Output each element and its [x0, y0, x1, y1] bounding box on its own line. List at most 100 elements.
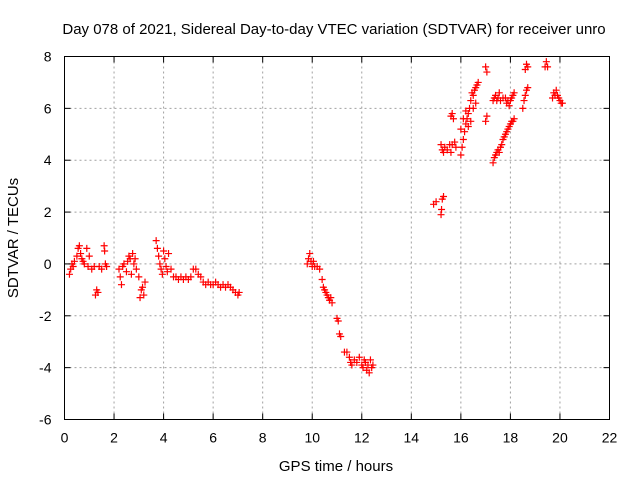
data-point [452, 143, 460, 151]
data-point [69, 263, 77, 271]
data-point [306, 250, 314, 258]
data-point [129, 250, 137, 258]
data-point [85, 252, 93, 260]
x-tick-label: 2 [110, 430, 118, 446]
y-tick-label: -6 [39, 412, 52, 428]
data-point [80, 260, 88, 268]
data-point [457, 125, 465, 133]
axis-ticks [64, 56, 610, 420]
data-point [482, 117, 490, 125]
data-point [443, 146, 451, 154]
data-point [101, 247, 109, 255]
data-point [120, 260, 128, 268]
data-point [498, 141, 506, 149]
data-point [440, 148, 448, 156]
data-point [155, 252, 163, 260]
data-point [459, 135, 467, 143]
data-point [464, 123, 472, 131]
data-point [459, 115, 467, 123]
data-point [152, 237, 160, 245]
chart-title: Day 078 of 2021, Sidereal Day-to-day VTE… [62, 21, 605, 38]
data-point [327, 294, 335, 302]
data-point [165, 250, 173, 258]
data-point [448, 110, 456, 118]
data-point [135, 273, 143, 281]
grid [64, 56, 610, 420]
data-point [524, 84, 532, 92]
data-point [122, 268, 130, 276]
data-point [461, 128, 469, 136]
data-point [167, 265, 175, 273]
data-point [482, 63, 490, 71]
data-point [521, 91, 529, 99]
data-point [141, 278, 149, 286]
data-point [348, 361, 356, 369]
data-point [369, 361, 377, 369]
y-axis-label: SDTVAR / TECUs [5, 178, 22, 298]
data-point [83, 244, 91, 252]
data-point [544, 63, 552, 71]
x-tick-label: 20 [552, 430, 568, 446]
data-point [343, 348, 351, 356]
y-tick-label: 2 [44, 204, 52, 220]
data-point [115, 265, 123, 273]
data-point [187, 273, 195, 281]
data-point [489, 159, 497, 167]
data-point [438, 205, 446, 213]
data-point [457, 151, 465, 159]
data-point [73, 252, 81, 260]
x-tick-label: 8 [259, 430, 267, 446]
data-point [355, 353, 363, 361]
data-point [495, 89, 503, 97]
y-tick-label: -4 [39, 360, 52, 376]
data-point [474, 78, 482, 86]
x-axis-label: GPS time / hours [279, 458, 393, 475]
data-point [117, 281, 125, 289]
data-point [462, 107, 470, 115]
data-point [158, 270, 166, 278]
data-point [153, 244, 161, 252]
data-point [127, 270, 135, 278]
data-point [359, 364, 367, 372]
data-point [483, 112, 491, 120]
y-tick-label: 0 [44, 256, 52, 272]
data-point [505, 102, 513, 110]
x-tick-label: 4 [160, 430, 168, 446]
data-point [192, 265, 200, 273]
data-point [77, 250, 85, 258]
y-tick-labels: -6 -4 -2 0 2 4 6 8 [39, 49, 52, 428]
x-tick-labels: 0 2 4 6 8 10 12 14 16 18 20 22 [61, 430, 618, 446]
data-point [98, 265, 106, 273]
data-point [197, 273, 205, 281]
x-tick-label: 12 [354, 430, 370, 446]
data-point [458, 143, 466, 151]
data-point [131, 255, 139, 263]
data-point [103, 263, 111, 271]
data-point [524, 63, 532, 71]
data-point [163, 268, 171, 276]
data-point [353, 358, 361, 366]
data-point [558, 99, 566, 107]
plot-frame [64, 56, 610, 420]
y-tick-label: 6 [44, 100, 52, 116]
data-points [65, 58, 566, 377]
data-point [136, 294, 144, 302]
data-point [303, 260, 311, 268]
data-point [469, 91, 477, 99]
data-point [552, 86, 560, 94]
x-tick-label: 22 [602, 430, 618, 446]
data-point [161, 255, 169, 263]
x-tick-label: 0 [61, 430, 69, 446]
data-point [162, 263, 170, 271]
data-point [75, 242, 83, 250]
data-point [130, 260, 138, 268]
data-point [316, 265, 324, 273]
data-point [366, 356, 374, 364]
data-point [467, 97, 475, 105]
data-point [157, 265, 165, 273]
data-point [160, 247, 168, 255]
data-point [510, 115, 518, 123]
data-point [65, 270, 73, 278]
x-tick-label: 14 [404, 430, 420, 446]
